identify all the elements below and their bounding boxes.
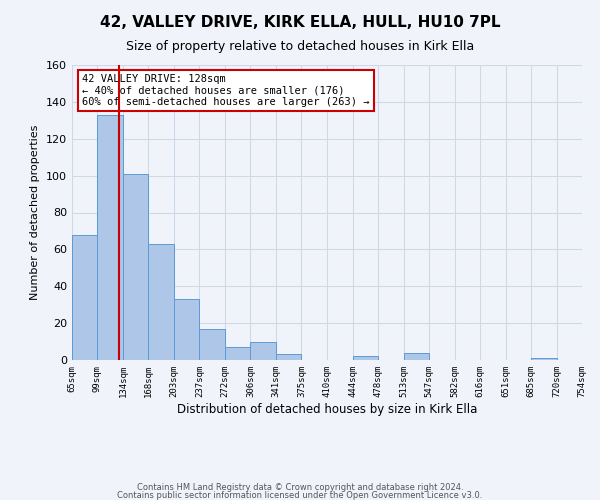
Bar — [174, 299, 199, 360]
Bar — [148, 244, 174, 360]
Bar — [123, 174, 148, 360]
X-axis label: Distribution of detached houses by size in Kirk Ella: Distribution of detached houses by size … — [177, 402, 477, 415]
Text: 42, VALLEY DRIVE, KIRK ELLA, HULL, HU10 7PL: 42, VALLEY DRIVE, KIRK ELLA, HULL, HU10 … — [100, 15, 500, 30]
Bar — [404, 352, 429, 360]
Text: Contains HM Land Registry data © Crown copyright and database right 2024.: Contains HM Land Registry data © Crown c… — [137, 483, 463, 492]
Bar — [225, 347, 250, 360]
Text: Size of property relative to detached houses in Kirk Ella: Size of property relative to detached ho… — [126, 40, 474, 53]
Bar — [97, 115, 123, 360]
Bar — [199, 328, 225, 360]
Text: Contains public sector information licensed under the Open Government Licence v3: Contains public sector information licen… — [118, 490, 482, 500]
Y-axis label: Number of detached properties: Number of detached properties — [31, 125, 40, 300]
Bar — [353, 356, 378, 360]
Bar — [72, 234, 97, 360]
Text: 42 VALLEY DRIVE: 128sqm
← 40% of detached houses are smaller (176)
60% of semi-d: 42 VALLEY DRIVE: 128sqm ← 40% of detache… — [82, 74, 370, 107]
Bar — [276, 354, 301, 360]
Bar — [531, 358, 557, 360]
Bar — [250, 342, 276, 360]
